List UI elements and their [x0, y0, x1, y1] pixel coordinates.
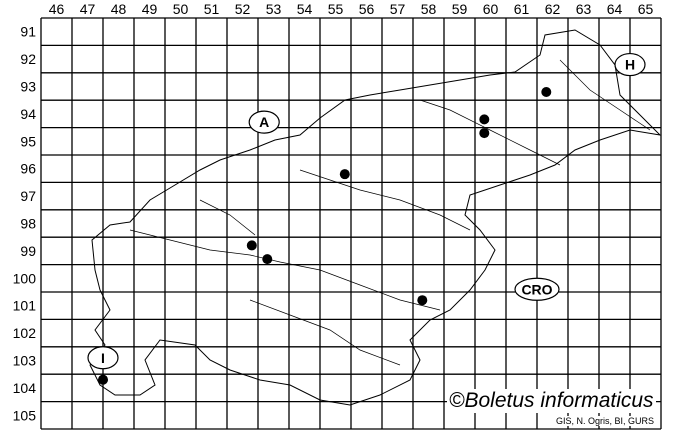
column-label: 61: [514, 1, 530, 17]
column-label: 49: [142, 1, 158, 17]
country-label-oval: [248, 110, 280, 134]
row-labels: 91 92 93 94 95 96 97 98 99 100 101 102 103 104 105: [13, 24, 37, 424]
column-label: 52: [235, 1, 251, 17]
country-label: A: [259, 114, 269, 130]
column-label: 50: [173, 1, 189, 17]
record-dot: [262, 254, 273, 265]
row-label: 99: [20, 243, 36, 259]
country-label-oval: [87, 346, 119, 370]
column-labels: 46 47 48 49 50 51 52 53 54 55 56 57 58 59 60 61 62 63 64 65: [49, 1, 654, 17]
country-label-oval: [614, 52, 646, 77]
country-label: CRO: [521, 281, 552, 297]
record-dot: [479, 128, 490, 139]
column-label: 46: [49, 1, 65, 17]
rivers: [129, 59, 651, 366]
row-label: 93: [20, 79, 36, 95]
row-label: 98: [20, 216, 36, 232]
column-label: 63: [576, 1, 592, 17]
country-label: I: [101, 350, 105, 366]
row-label: 97: [20, 188, 36, 204]
record-dot: [417, 295, 428, 306]
row-label: 104: [13, 380, 37, 396]
column-label: 51: [204, 1, 220, 17]
row-label: 96: [20, 161, 36, 177]
column-label: 54: [297, 1, 313, 17]
row-label: 101: [13, 298, 37, 314]
row-label: 95: [20, 133, 36, 149]
column-label: 59: [452, 1, 468, 17]
country-label: H: [625, 57, 635, 73]
record-dot: [479, 114, 490, 125]
row-label: 92: [20, 51, 36, 67]
column-label: 58: [421, 1, 437, 17]
record-dot: [541, 86, 552, 97]
country-border: [89, 29, 662, 406]
record-dot: [98, 374, 108, 385]
row-label: 105: [13, 407, 37, 423]
copyright-text: ©Boletus informaticus: [447, 389, 656, 413]
column-label: 56: [359, 1, 375, 17]
row-label: 102: [13, 325, 37, 341]
row-label: 91: [20, 24, 36, 40]
row-label: 103: [13, 353, 37, 369]
column-label: 64: [607, 1, 623, 17]
row-label: 100: [13, 270, 37, 286]
column-label: 62: [545, 1, 561, 17]
column-label: 65: [638, 1, 654, 17]
column-label: 55: [328, 1, 344, 17]
grid: [40, 17, 662, 430]
country-label-oval: [514, 277, 560, 301]
record-dot: [246, 240, 257, 251]
column-label: 60: [483, 1, 499, 17]
country-labels: A H CRO I: [87, 52, 646, 370]
records: [98, 86, 552, 385]
column-label: 47: [80, 1, 96, 17]
column-label: 48: [111, 1, 127, 17]
column-label: 53: [266, 1, 282, 17]
source-text: GIS, N. Ogris, BI, GURS: [555, 416, 656, 426]
row-label: 94: [20, 106, 36, 122]
record-dot: [339, 169, 350, 180]
column-label: 57: [390, 1, 406, 17]
